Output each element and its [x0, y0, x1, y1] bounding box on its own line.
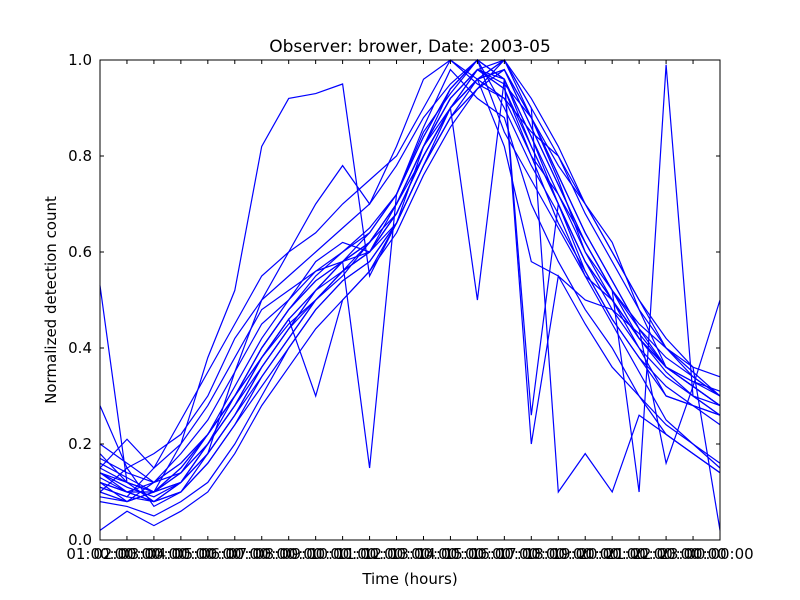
y-axis-label: Normalized detection count: [42, 196, 60, 404]
y-tick-label: 0.4: [68, 339, 92, 357]
x-tick-label: 08:00:00: [255, 545, 322, 563]
y-tick-label: 0.0: [68, 531, 92, 549]
x-tick-label: 02:00:00: [93, 545, 160, 563]
x-tick-label: 17:00:00: [498, 545, 565, 563]
y-tick-label: 0.8: [68, 147, 92, 165]
x-tick-label: 06:00:00: [201, 545, 268, 563]
series-line-22: [99, 68, 721, 503]
series-line-10: [99, 59, 721, 517]
x-tick-label: 23:00:00: [659, 545, 726, 563]
x-tick-label: 16:00:00: [471, 545, 538, 563]
y-axis: 0.0 0.2 0.4 0.6 0.8 1.0: [68, 51, 720, 549]
series-line-13: [99, 59, 721, 531]
x-tick-label: 13:00:00: [390, 545, 457, 563]
y-tick-label: 0.6: [68, 243, 92, 261]
x-tick-label: 00:00:00: [686, 545, 753, 563]
x-tick-label: 10:00:00: [309, 545, 376, 563]
series-line-12: [99, 68, 721, 503]
x-tick-label: 22:00:00: [632, 545, 699, 563]
series-line-18: [99, 68, 721, 503]
plot-frame: [99, 59, 721, 541]
x-tick-label: 19:00:00: [552, 545, 619, 563]
series-line-19: [99, 59, 721, 484]
chart-title: Observer: brower, Date: 2003-05: [269, 37, 551, 57]
series-line-8: [99, 68, 721, 498]
x-tick-label: 15:00:00: [444, 545, 511, 563]
x-tick-label: 05:00:00: [174, 545, 241, 563]
x-axis-label: Time (hours): [361, 570, 457, 588]
x-tick-label: 12:00:00: [363, 545, 430, 563]
series-line-21: [99, 64, 721, 498]
x-tick-label: 04:00:00: [147, 545, 214, 563]
x-tick-label: 07:00:00: [228, 545, 295, 563]
series-line-16: [99, 68, 721, 503]
series-layer: [99, 58, 721, 531]
y-tick-label: 1.0: [68, 51, 92, 69]
x-tick-label: 01:00:00: [66, 545, 133, 563]
y-tick-label: 0.2: [68, 435, 92, 453]
series-line-4: [99, 59, 721, 508]
x-tick-label: 21:00:00: [605, 545, 672, 563]
series-line-5: [99, 58, 721, 493]
x-axis: 01:00:0003:00:0005:00:0007:00:0009:00:00…: [66, 60, 754, 563]
x-tick-label: 03:00:00: [120, 545, 187, 563]
x-tick-label: 11:00:00: [336, 545, 403, 563]
x-tick-label: 20:00:00: [578, 545, 645, 563]
x-tick-label: 14:00:00: [417, 545, 484, 563]
x-tick-label: 18:00:00: [525, 545, 592, 563]
x-tick-label: 09:00:00: [282, 545, 349, 563]
series-line-20: [99, 59, 721, 494]
